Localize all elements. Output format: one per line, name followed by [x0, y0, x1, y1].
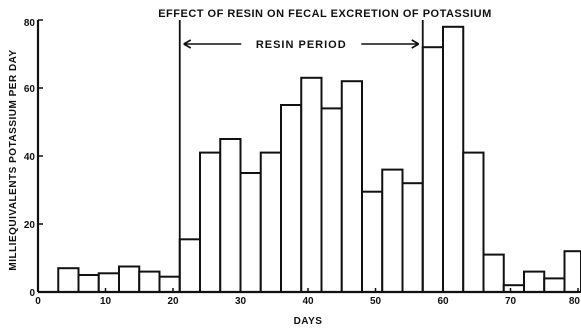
bar	[563, 250, 581, 293]
bar	[138, 270, 161, 294]
bar	[118, 265, 141, 293]
bar	[401, 182, 424, 293]
y-ticks: 0 20 40 60 80	[24, 18, 43, 299]
bar	[280, 104, 303, 293]
bar	[482, 253, 505, 294]
bar	[523, 270, 546, 294]
bar	[442, 25, 465, 294]
bar	[57, 267, 80, 294]
x-tick-label: 40	[302, 296, 314, 307]
bar	[340, 80, 363, 293]
bar	[259, 151, 282, 293]
bar	[543, 277, 566, 293]
y-tick-label: 0	[29, 288, 35, 299]
x-tick-label: 0	[35, 296, 41, 307]
bar	[300, 76, 323, 293]
x-tick-label: 60	[437, 296, 449, 307]
chart-title: EFFECT OF RESIN ON FECAL EXCRETION OF PO…	[158, 8, 492, 20]
bar	[77, 274, 100, 293]
y-tick-label: 60	[24, 84, 36, 95]
y-tick-label: 40	[24, 152, 36, 163]
resin-period-annotation: RESIN PERIOD	[183, 39, 420, 51]
x-ticks: 0 10 20 30 40 50 60 70 80	[35, 288, 580, 307]
x-tick-label: 10	[100, 296, 112, 307]
y-tick-label: 80	[24, 18, 36, 29]
y-axis-title: MILLIEQUIVALENTS POTASSIUM PER DAY	[8, 49, 19, 270]
bar	[199, 151, 222, 293]
bar	[361, 190, 384, 293]
resin-period-boundaries	[178, 20, 424, 292]
bar	[239, 172, 262, 293]
x-tick-label: 50	[370, 296, 382, 307]
bar	[320, 107, 343, 294]
x-axis-title: DAYS	[294, 316, 323, 327]
bars-group	[57, 25, 581, 294]
x-tick-label: 80	[569, 296, 581, 307]
resin-period-label: RESIN PERIOD	[256, 39, 347, 51]
bar	[158, 275, 181, 294]
x-tick-label: 70	[505, 296, 517, 307]
right-arrow	[361, 39, 420, 49]
x-tick-label: 30	[235, 296, 247, 307]
bar	[178, 238, 201, 294]
bar	[462, 151, 485, 293]
x-tick-label: 20	[167, 296, 179, 307]
bar	[97, 272, 120, 293]
y-tick-label: 20	[24, 220, 36, 231]
left-arrow	[183, 39, 242, 49]
bar	[219, 138, 242, 293]
bar	[381, 168, 404, 294]
bar	[421, 46, 444, 294]
